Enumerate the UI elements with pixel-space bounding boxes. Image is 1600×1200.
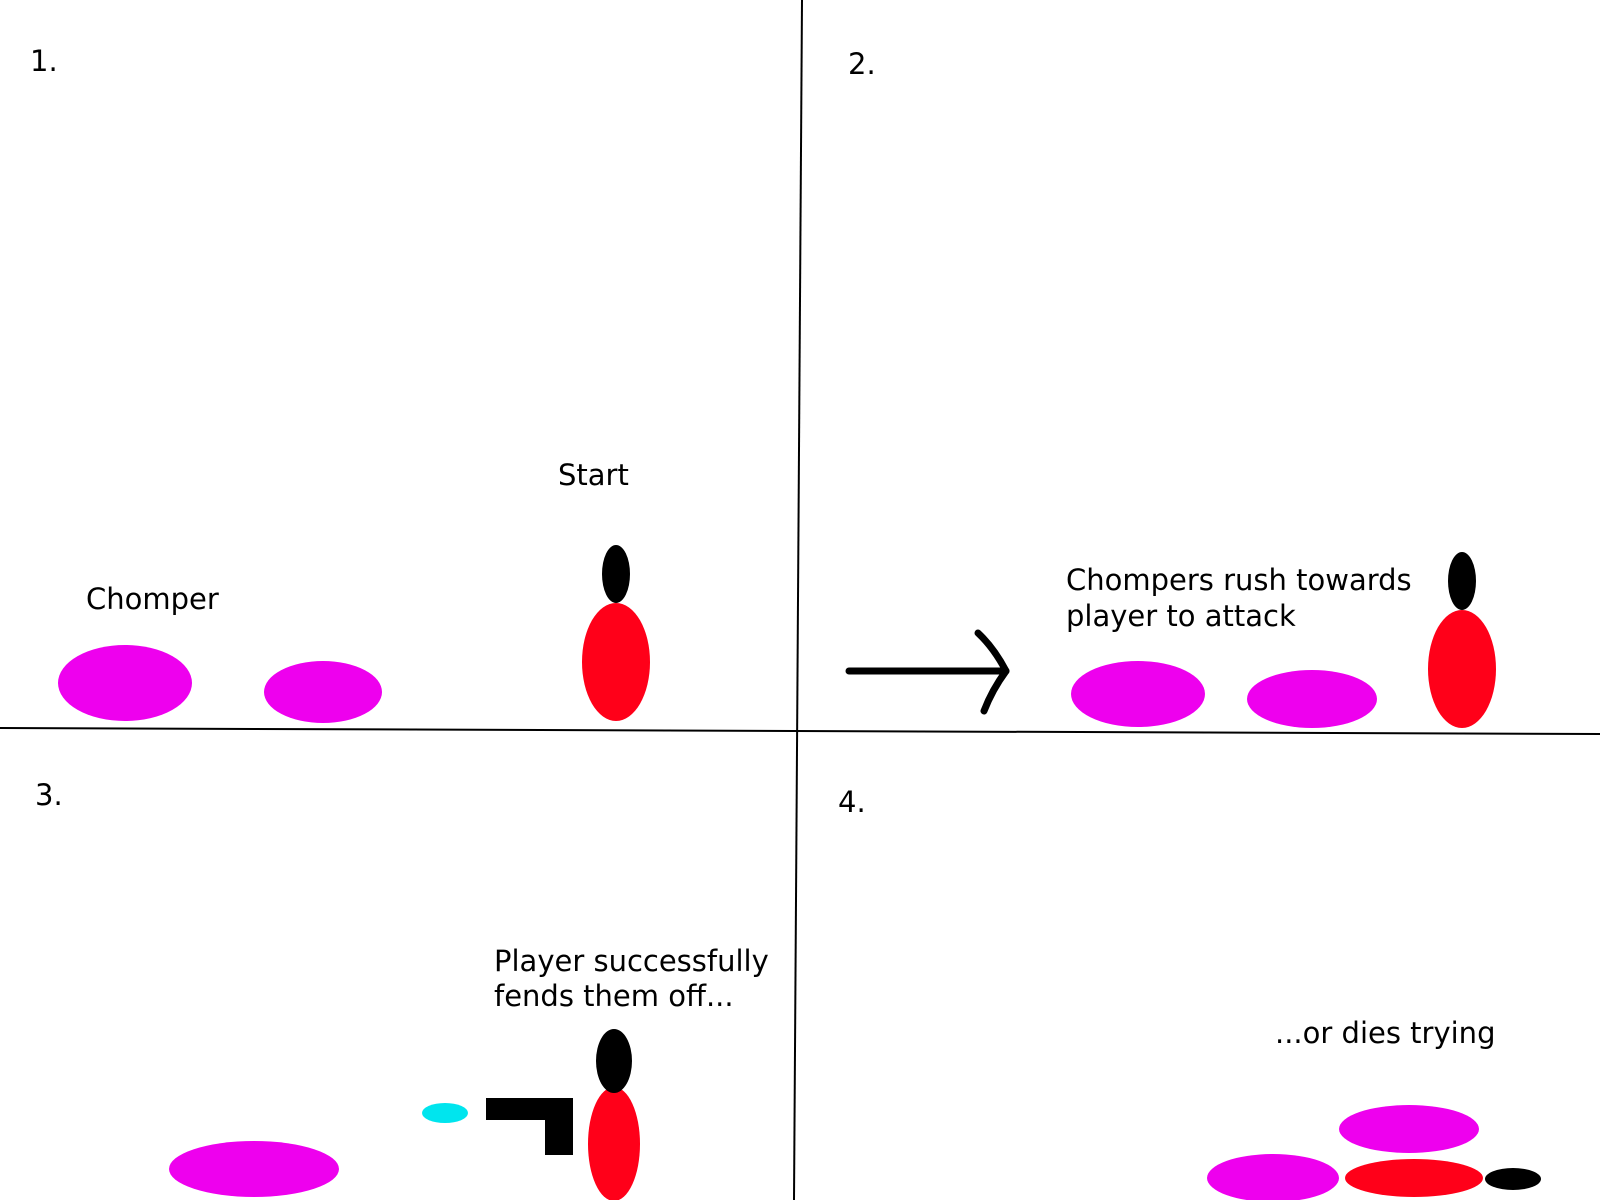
panel-number: 3. (35, 778, 63, 812)
player-head (1448, 552, 1476, 610)
vertical-divider (793, 0, 803, 1200)
chomper (1339, 1105, 1479, 1153)
chomper-caption: Chomper (86, 582, 219, 616)
player-head (602, 545, 630, 603)
panel-2-caption-line-2: player to attack (1066, 599, 1296, 633)
projectile (422, 1103, 468, 1123)
panel-1-scene (58, 545, 650, 723)
player-body (1428, 610, 1496, 728)
panel-3-caption-line-2: fends them off... (494, 979, 734, 1013)
panel-2-caption-line-1: Chompers rush towards (1066, 563, 1412, 597)
player-head (596, 1029, 632, 1093)
chomper (169, 1141, 339, 1197)
panel-number: 4. (838, 785, 866, 819)
start-caption: Start (558, 458, 629, 492)
panel-3-caption-line-1: Player successfully (494, 944, 769, 978)
player-body (588, 1087, 640, 1200)
chomper (1071, 661, 1205, 727)
player-body (1345, 1159, 1483, 1197)
panel-4-scene (1207, 1105, 1541, 1200)
chomper (58, 645, 192, 721)
panel-number: 2. (848, 47, 876, 81)
horizontal-divider (0, 727, 1600, 735)
gun (486, 1098, 573, 1155)
player-head (1485, 1168, 1541, 1190)
chomper (264, 661, 382, 723)
panel-number: 1. (30, 44, 58, 78)
chomper (1207, 1154, 1339, 1200)
chomper (1247, 670, 1377, 728)
panel-3-scene (169, 1029, 640, 1200)
player-body (582, 603, 650, 721)
panel-2-scene (845, 552, 1496, 728)
right-arrow-icon (845, 629, 1010, 715)
panel-4-caption: ...or dies trying (1275, 1016, 1496, 1050)
